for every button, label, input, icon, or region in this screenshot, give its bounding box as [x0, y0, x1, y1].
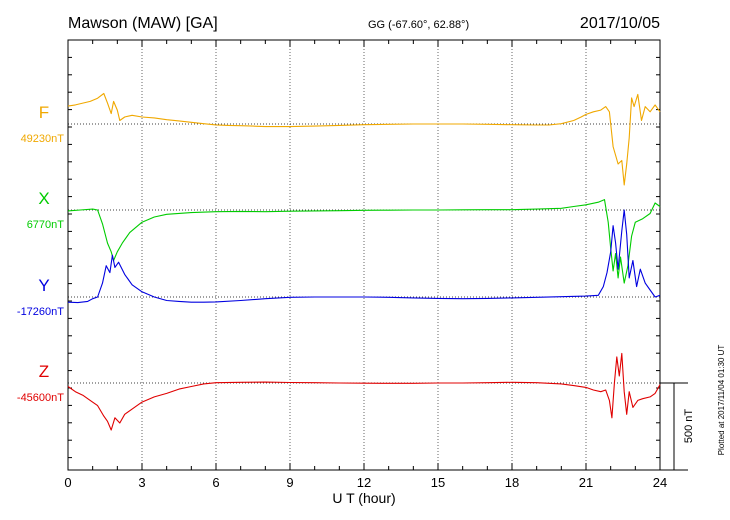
x-tick-label: 12 [357, 475, 371, 490]
axis-ticks [67, 40, 661, 470]
x-tick-label: 15 [431, 475, 445, 490]
series-lines [67, 92, 661, 431]
x-tick-label: 21 [579, 475, 593, 490]
x-tick-labels: 0 3 6 9 12 15 18 21 24 [64, 475, 667, 490]
scale-bar-label: 500 nT [683, 409, 695, 444]
plot-frame [67, 39, 661, 471]
x-tick-label: 24 [653, 475, 667, 490]
grid [141, 40, 587, 470]
channel-label-x: X [38, 189, 49, 208]
channel-labels: F 49230nT X 6770nT Y -17260nT Z -45600nT [17, 103, 64, 404]
baseline-value-y: -17260nT [17, 306, 64, 318]
channel-label-f: F [39, 103, 49, 122]
baseline-value-x: 6770nT [27, 219, 65, 231]
station-coordinates: GG (-67.60°, 62.88°) [368, 19, 469, 31]
channel-label-z: Z [39, 362, 49, 381]
station-title: Mawson (MAW) [GA] [68, 15, 218, 32]
x-tick-label: 6 [212, 475, 219, 490]
date-label: 2017/10/05 [580, 15, 660, 32]
plotted-timestamp: Plotted at 2017/11/04 01:30 UT [717, 345, 726, 456]
x-tick-label: 18 [505, 475, 519, 490]
x-tick-label: 3 [138, 475, 145, 490]
series-line-f [67, 92, 661, 186]
baseline-value-z: -45600nT [17, 392, 64, 404]
scale-bar: 500 nT [660, 382, 695, 471]
x-tick-label: 9 [286, 475, 293, 490]
baseline-value-f: 49230nT [21, 133, 65, 145]
x-tick-label: 0 [64, 475, 71, 490]
channel-label-y: Y [38, 276, 49, 295]
series-line-x [67, 199, 661, 284]
series-line-z [67, 352, 661, 431]
x-axis-label: U T (hour) [332, 490, 395, 506]
series-line-y [67, 209, 661, 304]
